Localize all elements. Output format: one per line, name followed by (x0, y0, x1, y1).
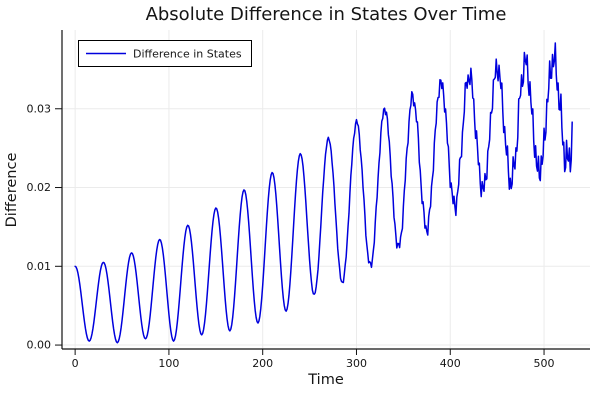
y-tick-label: 0.03 (27, 102, 52, 115)
series-layer (74, 42, 573, 344)
axes: 0 100 200 300 400 500 0.00 0.01 0.02 0.03 (27, 30, 590, 370)
y-tick-label: 0.00 (27, 339, 52, 352)
x-tick-label: 300 (346, 357, 367, 370)
legend-label: Difference in States (133, 48, 242, 61)
chart-title: Absolute Difference in States Over Time (146, 4, 507, 25)
x-axis-label: Time (307, 372, 344, 388)
y-tick-label: 0.01 (27, 260, 52, 273)
grid (62, 30, 590, 349)
series-line-difference-in-states (74, 42, 573, 344)
x-tick-label: 500 (534, 357, 555, 370)
x-tick-label: 400 (440, 357, 461, 370)
x-tick-label: 0 (72, 357, 79, 370)
x-tick-label: 100 (158, 357, 179, 370)
y-tick-label: 0.02 (27, 181, 52, 194)
y-axis-label: Difference (4, 153, 20, 228)
legend: Difference in States (78, 40, 252, 67)
x-tick-label: 200 (252, 357, 273, 370)
